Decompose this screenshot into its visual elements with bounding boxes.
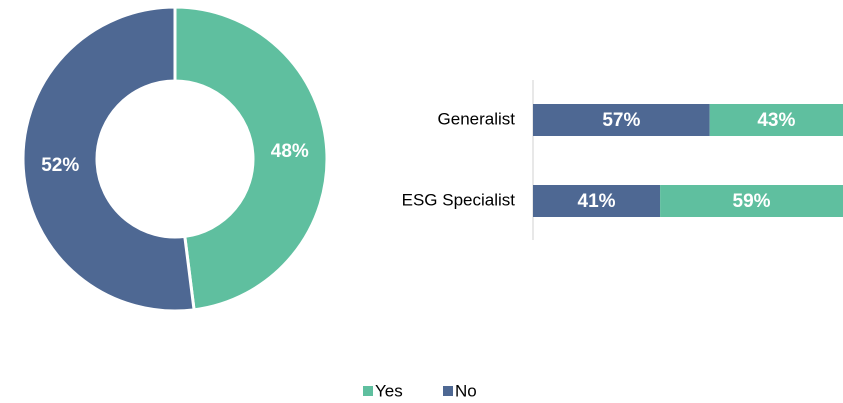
category-label: ESG Specialist: [402, 190, 516, 209]
donut-slice: [21, 5, 196, 313]
category-label: Generalist: [438, 109, 516, 128]
legend-swatch: [363, 386, 373, 396]
data-label: 52%: [41, 155, 79, 176]
data-label: 48%: [271, 141, 309, 162]
data-label: 57%: [602, 110, 640, 131]
bar-segment: [660, 185, 843, 217]
bar-segment: [709, 104, 843, 136]
legend-swatch: [443, 386, 453, 396]
legend-label: Yes: [375, 381, 403, 400]
donut-slice: [173, 5, 329, 312]
bar-segment: [533, 104, 710, 136]
data-label: 43%: [757, 110, 795, 131]
legend-label: No: [455, 381, 477, 400]
data-label: 41%: [578, 191, 616, 212]
bar-segment: [533, 185, 661, 217]
data-label: 59%: [733, 191, 771, 212]
